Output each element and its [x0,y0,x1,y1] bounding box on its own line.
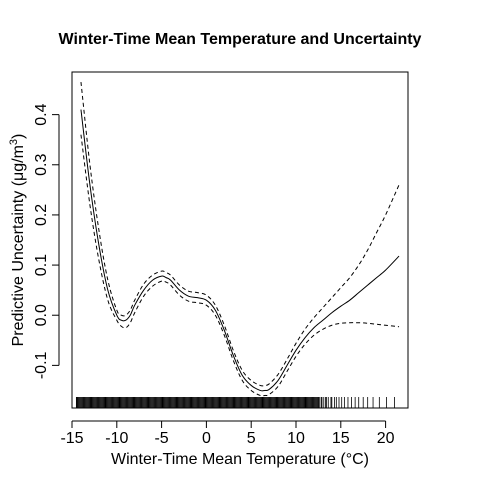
x-tick-label: -15 [60,430,83,447]
x-tick-label: 5 [247,430,256,447]
y-axis-label-main: Predictive Uncertainty ( [10,180,27,346]
series-line-estimate [80,109,400,392]
x-tick-label: 20 [377,430,395,447]
y-tick-label: 0.4 [33,103,50,125]
y-axis-label-sup: 3 [8,139,20,145]
x-axis-label: Winter-Time Mean Temperature (°C) [111,451,369,468]
x-axis: -15 -10 -5 0 5 10 15 20 [60,420,395,447]
x-tick-label: 0 [202,430,211,447]
rug-marks [75,397,395,408]
y-tick-label: 0.0 [33,304,50,326]
x-tick-label: -10 [105,430,128,447]
plot-box [71,71,409,409]
y-axis-label-unit: g/m [10,145,27,172]
x-tick-label: -5 [154,430,168,447]
series-lines [80,81,400,397]
y-tick-label: 0.2 [33,204,50,226]
y-axis-label-mu: μ [10,172,27,181]
y-tick-label: 0.1 [33,254,50,276]
x-tick-label: 15 [332,430,350,447]
series-line-bound-1 [80,81,400,387]
series-line-bound-2 [80,134,400,397]
y-axis-label-close: ) [10,134,27,139]
x-tick-label: 10 [287,430,305,447]
chart-title: Winter-Time Mean Temperature and Uncerta… [59,31,422,48]
y-tick-label: -0.1 [33,351,50,379]
y-axis-label: Predictive Uncertainty (μg/m3) [8,134,27,347]
y-tick-label: 0.3 [33,154,50,176]
y-axis: -0.1 0.0 0.1 0.2 0.3 0.4 [33,103,60,379]
